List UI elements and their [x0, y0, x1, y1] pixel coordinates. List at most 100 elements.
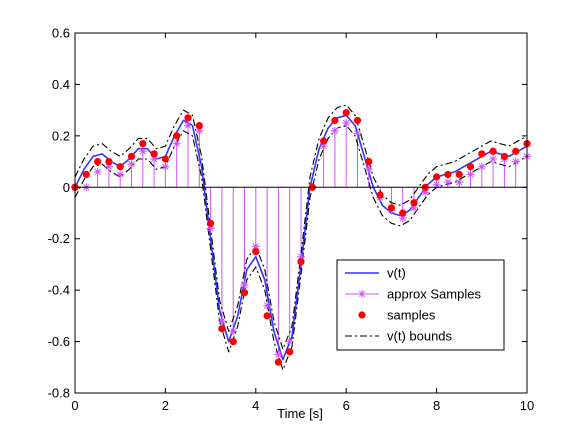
x-tick-label: 0 — [71, 398, 78, 413]
sample-dot — [105, 157, 113, 166]
y-tick-label: 0.4 — [52, 77, 70, 92]
legend-swatch-approx-star — [358, 290, 366, 298]
sample-dot — [297, 258, 305, 266]
approx-sample-marker — [297, 252, 305, 261]
approx-sample-marker — [285, 337, 294, 346]
sample-dot — [240, 289, 249, 297]
axes-box — [74, 32, 528, 394]
approx-sample-marker — [150, 155, 159, 163]
sample-dot — [274, 358, 282, 366]
sample-dot — [252, 247, 260, 256]
sample-dot — [512, 147, 520, 155]
approx-sample-marker — [432, 180, 441, 189]
x-tick-label: 2 — [162, 398, 169, 413]
sample-dot — [399, 209, 407, 217]
approx-sample-marker — [93, 167, 102, 176]
sample-dot — [365, 157, 373, 166]
sample-dot — [478, 150, 486, 158]
approx-sample-marker — [206, 224, 215, 233]
sample-dot — [82, 170, 90, 179]
sample-dot — [207, 219, 215, 227]
approx-sample-marker — [443, 178, 452, 187]
approx-sample-marker — [330, 126, 339, 135]
approx-sample-marker — [319, 142, 328, 151]
x-tick-label: 6 — [343, 398, 350, 413]
approx-sample-marker — [127, 160, 136, 169]
legend-label: v(t) bounds — [387, 329, 453, 344]
approx-sample-marker — [466, 170, 475, 179]
y-tick-label: 0.6 — [52, 26, 70, 41]
approx-sample-marker — [342, 119, 351, 127]
sample-dot — [342, 109, 350, 117]
approx-sample-marker — [251, 242, 260, 251]
legend-label: samples — [387, 308, 436, 323]
x-tick-label: 4 — [252, 398, 259, 413]
approx-sample-marker — [274, 350, 283, 359]
sample-dot — [387, 204, 395, 212]
sample-dot — [455, 170, 463, 179]
sample-dot — [331, 116, 339, 125]
y-tick-label: -0.4 — [48, 283, 70, 298]
sample-dot — [500, 152, 508, 161]
legend-label: v(t) — [387, 266, 406, 281]
approx-sample-marker — [489, 155, 498, 163]
sample-dot — [116, 163, 124, 171]
sample-dot — [94, 157, 102, 166]
approx-sample-marker — [184, 121, 192, 130]
sample-dot — [150, 150, 158, 158]
vt-bound-line-4 — [74, 125, 528, 371]
y-tick-label: -0.2 — [48, 231, 70, 246]
sample-dot — [139, 139, 147, 148]
legend-swatch-samples — [358, 311, 366, 319]
sample-dot — [184, 114, 192, 122]
sample-dot — [286, 348, 294, 356]
sample-dot — [353, 116, 362, 125]
sample-dot — [173, 132, 181, 140]
approx-sample-marker — [477, 162, 486, 171]
sample-dot — [263, 312, 271, 320]
sample-dot — [218, 325, 226, 333]
y-tick-label: -0.6 — [48, 334, 70, 349]
sample-dot — [320, 137, 328, 145]
axes-layer: 0 2 4 6 8 10 -0.8 -0.6 -0.4 -0.2 0 0.2 0.4 0.6 — [48, 26, 535, 414]
sample-dot — [410, 199, 418, 207]
sample-dot — [195, 121, 203, 130]
y-tick-label: 0 — [63, 180, 70, 195]
legend: v(t) approx Samples samples v(t) bounds — [336, 259, 505, 351]
approx-sample-marker — [172, 139, 181, 148]
sample-dot — [489, 147, 497, 155]
approx-sample-marker — [421, 188, 430, 197]
approx-sample-marker — [116, 170, 125, 179]
vt-bound-line-3 — [74, 104, 528, 350]
approx-sample-marker — [240, 281, 249, 289]
y-tick-label: 0.2 — [52, 128, 70, 143]
legend-box — [336, 259, 505, 351]
approx-sample-marker — [195, 126, 204, 135]
x-tick-label: 8 — [433, 398, 440, 413]
sample-dot — [466, 163, 475, 171]
approx-sample-marker — [364, 165, 373, 174]
approx-sample-marker — [138, 147, 147, 156]
approx-sample-marker — [229, 327, 238, 336]
approx-sample-marker — [398, 214, 407, 223]
approx-sample-marker — [511, 157, 520, 166]
x-tick-label: 10 — [520, 398, 534, 413]
approx-sample-marker — [410, 203, 418, 212]
markers-layer — [71, 109, 531, 366]
sample-dot — [433, 173, 441, 181]
approx-sample-marker — [353, 129, 362, 138]
sample-dot — [444, 170, 452, 179]
approx-sample-marker — [455, 178, 464, 187]
legend-label: approx Samples — [387, 287, 481, 302]
sample-dot — [229, 337, 237, 346]
approx-sample-marker — [104, 162, 113, 171]
approx-sample-marker — [263, 301, 272, 310]
approx-sample-marker — [161, 162, 170, 171]
x-axis-label: Time [s] — [277, 406, 323, 421]
y-tick-label: -0.8 — [48, 386, 70, 401]
sample-dot — [127, 152, 136, 161]
sample-dot — [376, 191, 384, 199]
sample-dot — [161, 155, 169, 163]
